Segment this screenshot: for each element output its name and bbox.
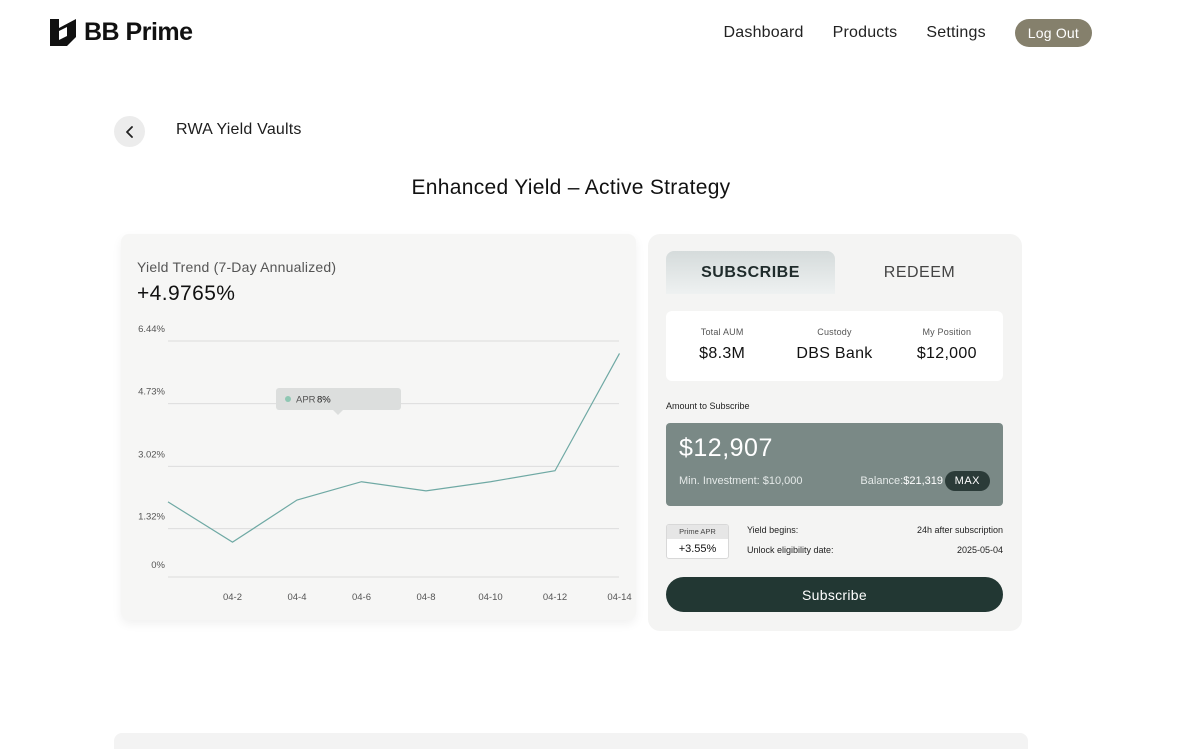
tab-redeem[interactable]: REDEEM xyxy=(883,263,956,281)
tooltip-dot-icon xyxy=(285,396,291,402)
stat-value: $12,000 xyxy=(916,345,977,362)
stat-value: DBS Bank xyxy=(796,345,873,362)
max-button[interactable]: MAX xyxy=(944,471,990,491)
tooltip-value: 8% xyxy=(317,395,331,406)
yield-begins-label: Yield begins: xyxy=(747,525,799,535)
logout-button[interactable]: Log Out xyxy=(1014,19,1092,47)
y-tick-label: 0% xyxy=(151,560,165,571)
nav-dashboard[interactable]: Dashboard xyxy=(723,24,804,41)
tooltip-label: APR xyxy=(296,395,316,406)
chevron-left-icon xyxy=(125,125,133,138)
vault-stats: Total AUM $8.3M Custody DBS Bank My Posi… xyxy=(666,311,1003,381)
top-nav: Dashboard Products Settings Log Out xyxy=(724,19,1092,47)
chart-caption: Yield Trend (7-Day Annualized) xyxy=(137,259,337,275)
min-investment: Min. Investment: $10,000 xyxy=(679,475,803,487)
yield-trend-chart: 6.44% 4.73% 3.02% 1.32% 0% 04-2 04-4 04-6 04-8 0… xyxy=(138,324,632,603)
x-tick-label: 04-10 xyxy=(478,592,502,603)
x-tick-label: 04-4 xyxy=(287,592,306,603)
x-tick-label: 04-14 xyxy=(607,592,631,603)
unlock-label: Unlock eligibility date: xyxy=(747,545,834,555)
amount-input[interactable]: $12,907 xyxy=(679,434,773,462)
chart-headline-value: +4.9765% xyxy=(137,282,236,305)
stat-custody: Custody DBS Bank xyxy=(778,311,890,381)
tab-subscribe[interactable]: SUBSCRIBE xyxy=(666,251,835,294)
amount-label: Amount to Subscribe xyxy=(666,401,750,411)
bottom-panel xyxy=(114,733,1028,749)
stat-label: My Position xyxy=(922,327,972,337)
yield-begins-row: Yield begins: 24h after subscription xyxy=(747,525,1003,535)
stat-my-position: My Position $12,000 xyxy=(891,311,1003,381)
subscribe-button[interactable]: Subscribe xyxy=(666,577,1003,612)
y-tick-label: 1.32% xyxy=(138,512,165,523)
logo-mark-icon xyxy=(50,19,76,46)
yield-chart-card: 6.44% 4.73% 3.02% 1.32% 0% 04-2 04-4 04-6 04-8 0… xyxy=(121,234,636,620)
stat-label: Total AUM xyxy=(700,327,744,337)
breadcrumb: RWA Yield Vaults xyxy=(176,121,302,138)
brand-name: BB Prime xyxy=(84,18,193,46)
yield-begins-value: 24h after subscription xyxy=(916,525,1003,535)
nav-products[interactable]: Products xyxy=(832,24,898,41)
prime-apr-badge: Prime APR +3.55% xyxy=(666,524,729,559)
page-title: Enhanced Yield – Active Strategy xyxy=(411,176,731,199)
stat-label: Custody xyxy=(817,327,852,337)
x-tick-label: 04-12 xyxy=(543,592,567,603)
unlock-date-row: Unlock eligibility date: 2025-05-04 xyxy=(747,545,1003,555)
x-tick-label: 04-6 xyxy=(352,592,371,603)
prime-apr-label: Prime APR xyxy=(667,525,728,539)
stat-total-aum: Total AUM $8.3M xyxy=(666,311,778,381)
nav-settings[interactable]: Settings xyxy=(926,24,986,41)
amount-input-box[interactable]: $12,907 Min. Investment: $10,000 Balance… xyxy=(666,423,1003,506)
unlock-value: 2025-05-04 xyxy=(956,545,1003,555)
balance-label: Balance: xyxy=(860,475,904,487)
trade-tabs: SUBSCRIBE REDEEM xyxy=(666,251,1004,294)
yield-line xyxy=(167,353,621,543)
stat-value: $8.3M xyxy=(699,345,746,362)
balance-value: $21,319 xyxy=(903,475,943,487)
back-button[interactable] xyxy=(114,116,145,147)
apr-tooltip: APR 8% xyxy=(276,388,401,415)
y-tick-label: 3.02% xyxy=(138,449,165,460)
brand-logo[interactable]: BB Prime xyxy=(50,18,193,47)
x-tick-label: 04-8 xyxy=(416,592,435,603)
trade-card: SUBSCRIBE REDEEM Total AUM $8.3M Custody… xyxy=(648,234,1022,631)
prime-apr-value: +3.55% xyxy=(678,543,717,555)
balance: Balance:$21,319 xyxy=(860,475,943,487)
y-tick-label: 4.73% xyxy=(138,387,165,398)
x-tick-label: 04-2 xyxy=(223,592,242,603)
y-tick-label: 6.44% xyxy=(138,324,165,335)
